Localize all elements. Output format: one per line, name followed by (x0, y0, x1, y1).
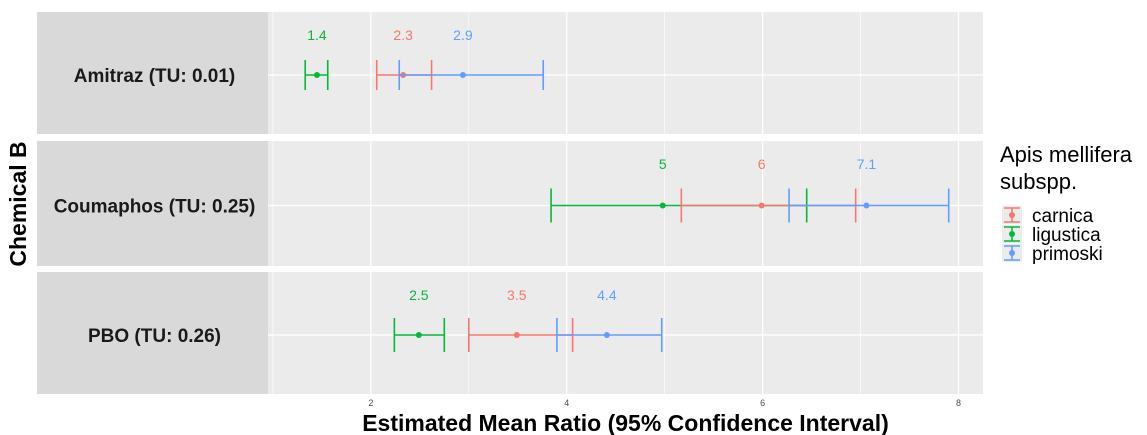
point-estimate-ligustica (659, 202, 666, 209)
data-label-primoski: 2.9 (453, 27, 473, 43)
x-axis-title: Estimated Mean Ratio (95% Confidence Int… (362, 410, 889, 435)
legend-label-primoski: primoski (1032, 244, 1103, 265)
point-estimate-ligustica (415, 332, 422, 338)
data-label-carnica: 3.5 (507, 287, 527, 303)
x-tick-label: 6 (760, 398, 765, 408)
legend-key-point (1009, 250, 1015, 256)
x-tick-label: 4 (564, 398, 569, 408)
data-label-primoski: 7.1 (857, 156, 877, 172)
point-estimate-primoski (603, 332, 610, 338)
legend-key-point (1009, 231, 1015, 237)
legend-label-carnica: carnica (1032, 206, 1094, 227)
data-label-carnica: 6 (758, 156, 766, 172)
panel-background (268, 272, 983, 394)
data-label-primoski: 4.4 (597, 287, 617, 303)
data-label-ligustica: 1.4 (307, 27, 327, 43)
facet-label: Amitraz (TU: 0.01) (74, 66, 236, 87)
point-estimate-carnica (513, 332, 520, 338)
panel-background (268, 12, 983, 134)
x-tick-label: 2 (368, 398, 373, 408)
data-label-ligustica: 2.5 (409, 287, 429, 303)
facet-strip (37, 272, 268, 394)
legend-label-ligustica: ligustica (1032, 225, 1101, 246)
data-label-carnica: 2.3 (393, 27, 413, 43)
point-estimate-carnica (758, 202, 765, 209)
y-axis-title: Chemical B (5, 141, 31, 266)
point-estimate-primoski (459, 72, 466, 78)
legend-key-point (1009, 212, 1015, 218)
facet-strip (37, 12, 268, 134)
point-estimate-primoski (863, 202, 870, 209)
data-label-ligustica: 5 (659, 156, 667, 172)
panel-background (268, 141, 983, 266)
legend-title-line1: Apis mellifera (1000, 142, 1133, 167)
legend-title-line2: subspp. (1000, 169, 1077, 194)
point-estimate-ligustica (313, 72, 320, 78)
facet-label: PBO (TU: 0.26) (88, 326, 221, 347)
facet-strip (37, 141, 268, 266)
facet-label: Coumaphos (TU: 0.25) (54, 197, 256, 218)
x-tick-label: 8 (956, 398, 961, 408)
